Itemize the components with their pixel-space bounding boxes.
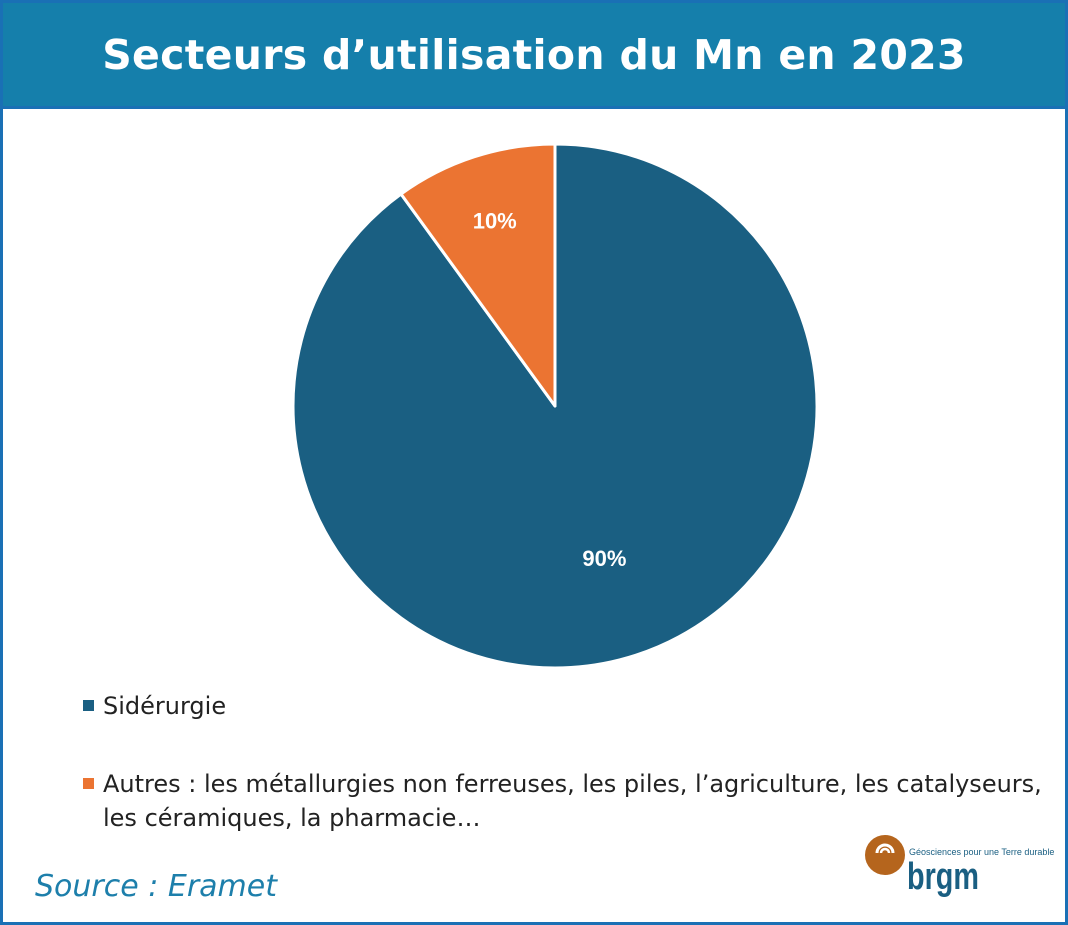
svg-text:Géosciences pour une Terre dur: Géosciences pour une Terre durable [909,847,1054,857]
svg-text:brgm: brgm [907,856,979,898]
data-label: 10% [473,209,517,234]
legend-label: Sidérurgie [103,692,227,720]
pie-slice [399,142,557,408]
data-label: 90% [582,546,626,571]
chart-title: Secteurs d’utilisation du Mn en 2023 [102,30,966,79]
pie-chart: 90% 10% [291,142,819,670]
logo-circle-icon [865,835,905,875]
legend-swatch [83,699,94,711]
legend-swatch [83,777,94,789]
legend-item-siderurgie: Sidérurgie [83,689,1043,723]
legend-item-autres: Autres : les métallurgies non ferreuses,… [83,767,1043,835]
source-note: Source : Eramet [35,869,277,904]
brgm-logo: Géosciences pour une Terre durable brgm [865,835,1054,898]
logo-arc-icon [875,843,895,854]
title-bar: Secteurs d’utilisation du Mn en 2023 [3,3,1065,109]
legend-label: Autres : les métallurgies non ferreuses,… [103,770,1042,832]
